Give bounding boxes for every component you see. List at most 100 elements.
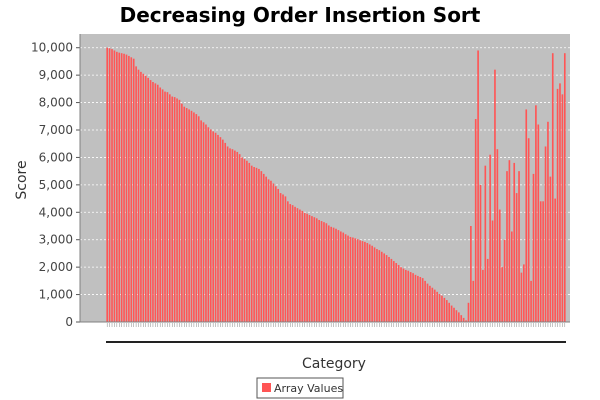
- y-tick-label: 0: [65, 315, 73, 329]
- bar: [116, 51, 118, 322]
- bar: [501, 267, 503, 322]
- legend-swatch: [262, 383, 271, 392]
- bar: [241, 157, 243, 322]
- y-axis-label: Score: [14, 160, 30, 199]
- bar: [178, 99, 181, 322]
- bar: [554, 198, 556, 322]
- bar: [128, 55, 130, 322]
- bar: [397, 264, 400, 322]
- bar: [465, 320, 467, 322]
- y-tick-label: 10,000: [31, 41, 73, 55]
- bar: [267, 179, 270, 322]
- bar: [164, 91, 166, 322]
- y-tick-label: 6,000: [39, 150, 73, 164]
- bar: [234, 150, 236, 322]
- bar: [142, 73, 145, 323]
- bar: [171, 96, 174, 322]
- bar: [390, 258, 393, 322]
- bar: [359, 240, 361, 322]
- bar: [549, 176, 552, 322]
- bar: [195, 114, 198, 322]
- bar: [494, 69, 496, 322]
- bar: [453, 307, 455, 322]
- bar: [246, 160, 248, 322]
- y-tick-label: 7,000: [39, 123, 73, 137]
- bar: [190, 110, 193, 322]
- bar: [349, 236, 352, 322]
- bar: [166, 92, 169, 323]
- bar: [364, 241, 366, 322]
- bar: [482, 269, 484, 322]
- bar: [173, 97, 176, 322]
- bar: [383, 253, 385, 322]
- bar: [308, 215, 311, 322]
- bar: [260, 171, 263, 322]
- bar: [323, 222, 325, 322]
- legend: Array Values: [256, 377, 344, 399]
- bar: [221, 139, 224, 322]
- bar: [448, 302, 451, 322]
- bar: [318, 219, 320, 322]
- bar: [130, 57, 133, 323]
- bar: [135, 66, 137, 323]
- bar: [412, 273, 414, 322]
- bar: [441, 295, 443, 322]
- bar: [503, 239, 506, 322]
- bar: [144, 75, 147, 322]
- bar: [299, 209, 301, 322]
- bar: [518, 171, 520, 322]
- bar: [137, 69, 140, 322]
- bar: [429, 285, 431, 322]
- bar: [270, 180, 272, 322]
- legend-frame: [256, 377, 344, 399]
- bar: [161, 89, 164, 322]
- bar: [243, 159, 246, 322]
- bar: [320, 221, 323, 322]
- bar: [547, 121, 549, 323]
- bar: [380, 251, 383, 322]
- bar: [525, 109, 528, 323]
- bar: [470, 226, 472, 322]
- bar: [523, 264, 525, 322]
- bar: [265, 176, 267, 322]
- bar: [183, 106, 186, 322]
- bar: [207, 127, 210, 322]
- bar: [489, 154, 491, 322]
- bar: [561, 94, 564, 322]
- bar: [368, 244, 371, 322]
- bar: [395, 263, 398, 322]
- chart-title: Decreasing Order Insertion Sort: [120, 3, 481, 27]
- bar: [332, 227, 335, 322]
- bar: [337, 230, 340, 322]
- bar: [402, 268, 405, 322]
- bar: [274, 186, 277, 322]
- bar: [436, 291, 438, 322]
- bar: [438, 294, 441, 322]
- bar: [289, 204, 292, 322]
- bar: [152, 82, 154, 322]
- bar: [108, 48, 111, 322]
- bar: [467, 302, 470, 322]
- bar: [113, 50, 116, 323]
- bar: [284, 196, 287, 322]
- bar: [484, 165, 487, 322]
- bar: [407, 270, 410, 322]
- bar: [532, 173, 535, 322]
- bar: [202, 122, 205, 322]
- bar: [279, 193, 282, 322]
- bar: [277, 188, 280, 322]
- bar: [445, 300, 448, 322]
- bar: [385, 255, 388, 322]
- bar: [462, 317, 465, 322]
- bar: [197, 116, 200, 322]
- bar: [340, 231, 342, 322]
- bar: [291, 205, 294, 322]
- bar: [188, 109, 190, 323]
- x-axis-label: Category: [302, 356, 366, 372]
- bar: [313, 217, 316, 322]
- bar: [537, 124, 540, 322]
- bar: [455, 310, 458, 322]
- y-tick-label: 9,000: [39, 68, 73, 82]
